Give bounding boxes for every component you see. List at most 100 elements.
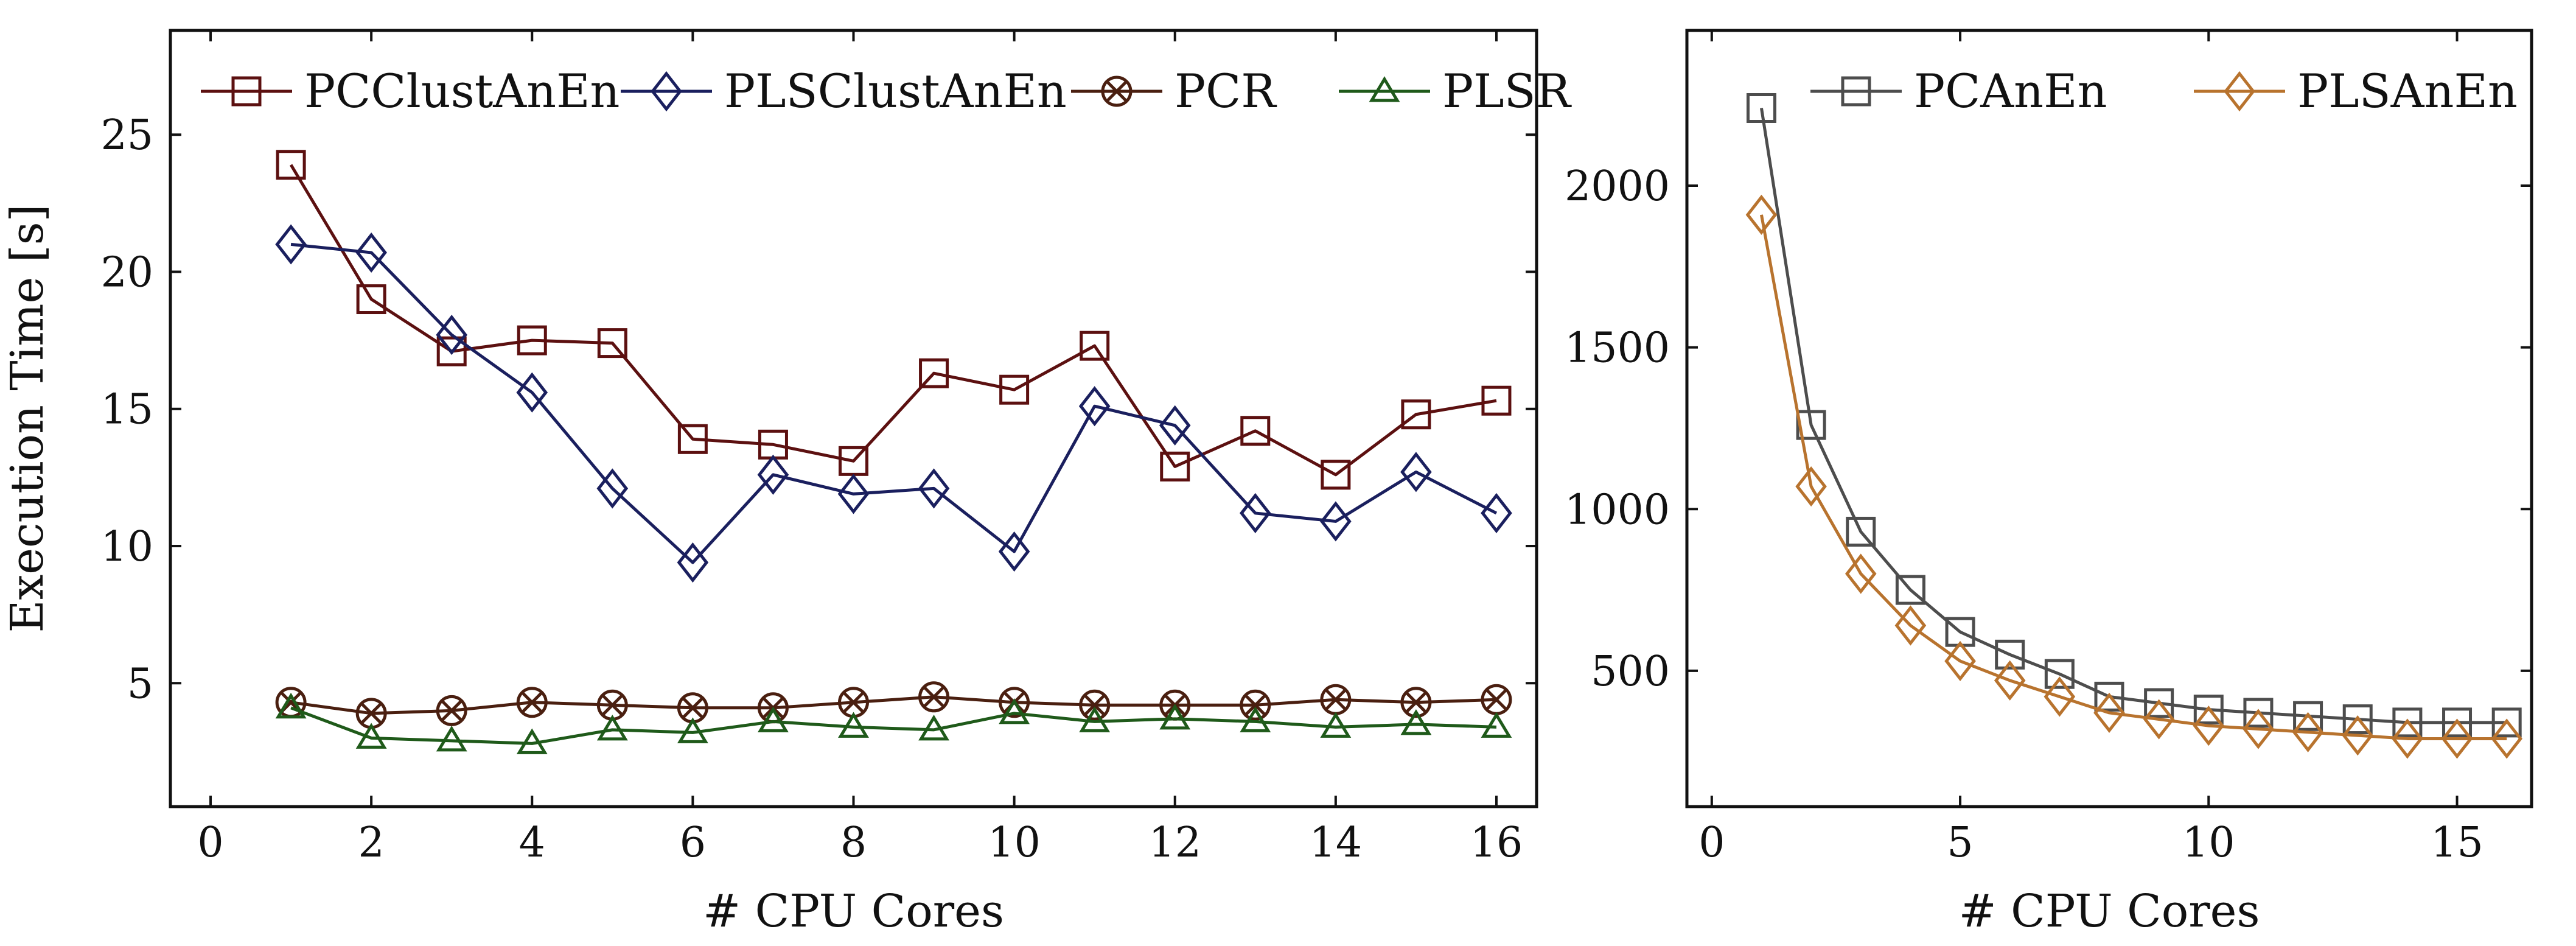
data-point — [1895, 575, 1925, 605]
plot-frame — [1685, 29, 2533, 808]
data-point — [1481, 712, 1512, 738]
data-point — [436, 315, 467, 356]
legend-label: PCAnEn — [1914, 64, 2107, 118]
data-point — [2442, 707, 2473, 738]
left-chart: 0 2 4 6 8 10 12 14 16 5 10 15 20 25 # CPU Cores Executi… — [1, 29, 1572, 937]
legend-marker-cross-b — [1106, 80, 1128, 102]
legend-marker — [651, 71, 682, 112]
data-point — [1078, 386, 1111, 427]
y-tick-label: 25 — [100, 111, 153, 159]
data-point — [919, 358, 949, 388]
data-point — [2044, 676, 2076, 717]
y-tick-label: 20 — [100, 248, 153, 296]
data-point — [1481, 385, 1512, 416]
legend-item: PCR — [1071, 64, 1277, 118]
x-tick-label: 10 — [2182, 819, 2235, 867]
data-point — [1795, 466, 1827, 507]
y-tick-label: 1000 — [1565, 486, 1670, 534]
series-line — [290, 695, 1497, 715]
data-point — [436, 726, 467, 752]
series-PCR — [275, 681, 1512, 729]
series-line — [290, 706, 1497, 745]
data-point — [2491, 718, 2522, 759]
data-point — [918, 681, 950, 713]
data-point — [1401, 399, 1431, 430]
x-axis-title: # CPU Cores — [703, 885, 1004, 937]
x-tick-label: 14 — [1310, 819, 1363, 867]
data-point — [1400, 452, 1432, 492]
data-point — [596, 714, 628, 741]
data-point — [275, 224, 307, 265]
data-point — [1320, 501, 1352, 542]
x-tick-label: 4 — [519, 819, 545, 867]
legend-item: PCClustAnEn — [201, 64, 620, 118]
data-point-cross-b — [1325, 688, 1347, 711]
series-line — [290, 242, 1498, 564]
data-point — [2491, 707, 2522, 738]
data-point-cross-b — [682, 697, 704, 719]
series-line — [289, 164, 1497, 477]
data-point — [1894, 605, 1927, 646]
data-point-ring — [918, 681, 950, 713]
data-point — [1400, 709, 1432, 735]
data-point — [1481, 492, 1512, 533]
data-point — [355, 723, 387, 749]
data-point — [2144, 688, 2174, 718]
data-point-cross-b — [441, 699, 462, 722]
data-point — [276, 150, 306, 180]
data-point — [1240, 689, 1271, 721]
data-point — [918, 468, 950, 509]
data-point — [677, 542, 709, 583]
x-tick-label: 5 — [1947, 819, 1973, 867]
data-point — [2342, 704, 2373, 735]
data-point — [2094, 681, 2124, 712]
data-point — [1944, 640, 1976, 682]
data-point — [999, 698, 1030, 724]
legend-item: PCAnEn — [1810, 64, 2107, 118]
legend-item: PLSClustAnEn — [621, 64, 1067, 118]
data-point — [1846, 516, 1876, 547]
data-point — [2441, 718, 2473, 759]
data-point-cross-b — [1244, 694, 1266, 717]
data-point-cross-b — [521, 692, 543, 713]
data-point — [1240, 416, 1271, 446]
data-point — [596, 468, 629, 509]
legend-label: PCR — [1175, 64, 1277, 118]
data-point — [2292, 712, 2324, 752]
legend-label: PCClustAnEn — [304, 64, 620, 118]
y-tick-label: 10 — [100, 523, 153, 571]
x-tick-label: 12 — [1148, 819, 1201, 867]
y-tick-label: 5 — [127, 660, 153, 708]
data-point — [1080, 331, 1110, 361]
data-point-cross-b — [1405, 692, 1427, 713]
data-point — [1745, 194, 1778, 235]
series-PLSR — [275, 692, 1512, 754]
data-point — [517, 325, 547, 356]
y-axis-title: Execution Time [s] — [1, 204, 54, 632]
right-chart: 0 5 10 15 500 1000 1500 2000 # CPU Cores PCAnEn PL… — [1565, 29, 2533, 937]
data-point — [1240, 492, 1271, 533]
data-point — [918, 714, 949, 741]
data-point — [2093, 692, 2125, 734]
data-point — [516, 687, 548, 718]
x-tick-label: 0 — [1698, 819, 1725, 867]
data-point-cross-b — [601, 694, 624, 717]
data-point — [677, 717, 708, 743]
data-point — [1994, 660, 2026, 701]
legend-marker — [1369, 76, 1400, 102]
data-point — [837, 474, 870, 514]
y-tick-label: 15 — [100, 386, 153, 434]
x-tick-label: 16 — [1470, 819, 1523, 867]
data-point — [2193, 706, 2225, 746]
data-point — [1321, 460, 1351, 490]
plot-frame — [169, 29, 1538, 808]
data-point — [2293, 701, 2323, 731]
data-point — [1746, 93, 1776, 123]
data-point — [757, 454, 789, 495]
data-point-cross-b — [923, 686, 945, 708]
legend-label: PLSAnEn — [2297, 64, 2518, 118]
data-point — [999, 374, 1030, 405]
data-point — [2392, 707, 2423, 738]
series-line — [1760, 108, 2507, 724]
data-point — [2243, 698, 2274, 728]
